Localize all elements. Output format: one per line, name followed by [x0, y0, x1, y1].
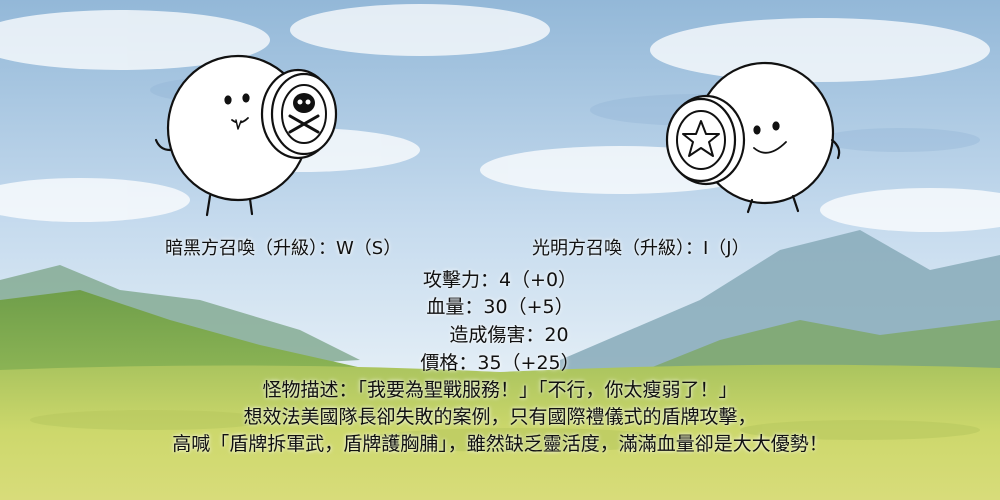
damage-stat: 造成傷害：20 — [449, 324, 569, 346]
description-line-3: 高喊「盾牌拆軍武，盾牌護胸脯」，雖然缺乏靈活度，滿滿血量卻是大大優勢！ — [172, 433, 828, 455]
hp-stat: 血量：30（+5） — [426, 296, 574, 318]
price-stat: 價格：35（+25） — [420, 352, 580, 374]
dark-character — [154, 54, 338, 217]
skull-crossbones-shield-icon — [260, 68, 338, 160]
light-summon-text: 光明方召喚（升級）：I（J） — [532, 238, 750, 259]
clouds — [0, 4, 1000, 232]
star-shield-icon — [665, 94, 746, 186]
description-line-2: 想效法美國隊長卻失敗的案例，只有國際禮儀式的盾牌攻擊， — [243, 406, 757, 428]
light-character — [665, 61, 841, 214]
attack-stat: 攻擊力：4（+0） — [422, 269, 578, 291]
description-line-1: 怪物描述：「我要為聖戰服務！」「不行，你太瘦弱了！」 — [262, 379, 738, 401]
dark-summon-text: 暗黑方召喚（升級）：W（S） — [165, 238, 402, 259]
